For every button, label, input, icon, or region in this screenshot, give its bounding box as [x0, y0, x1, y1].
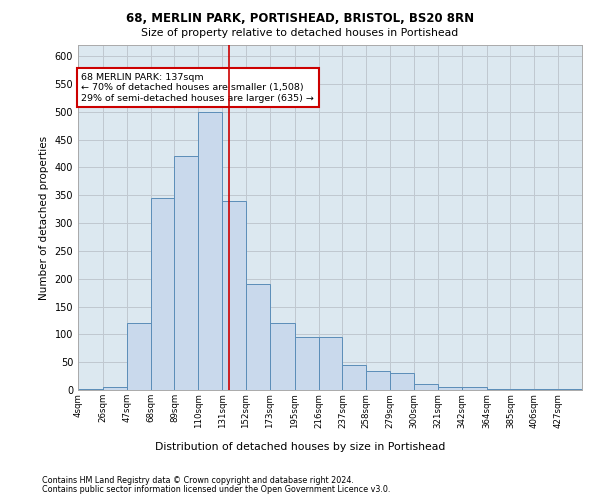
Bar — [487, 389, 511, 390]
Bar — [103, 387, 127, 390]
Bar — [199, 112, 222, 390]
Text: Contains HM Land Registry data © Crown copyright and database right 2024.: Contains HM Land Registry data © Crown c… — [42, 476, 354, 485]
Bar — [461, 387, 487, 390]
Bar — [127, 323, 151, 390]
Bar — [151, 198, 175, 390]
Bar — [367, 370, 390, 390]
Bar — [270, 323, 295, 390]
Bar — [222, 201, 246, 390]
Bar — [343, 365, 367, 390]
Y-axis label: Number of detached properties: Number of detached properties — [39, 136, 49, 300]
Bar — [295, 337, 319, 390]
Bar — [558, 389, 582, 390]
Text: Contains public sector information licensed under the Open Government Licence v3: Contains public sector information licen… — [42, 485, 391, 494]
Text: 68, MERLIN PARK, PORTISHEAD, BRISTOL, BS20 8RN: 68, MERLIN PARK, PORTISHEAD, BRISTOL, BS… — [126, 12, 474, 26]
Text: 68 MERLIN PARK: 137sqm
← 70% of detached houses are smaller (1,508)
29% of semi-: 68 MERLIN PARK: 137sqm ← 70% of detached… — [82, 73, 314, 102]
Text: Distribution of detached houses by size in Portishead: Distribution of detached houses by size … — [155, 442, 445, 452]
Bar — [414, 384, 438, 390]
Bar — [319, 337, 343, 390]
Bar — [78, 389, 103, 390]
Bar — [535, 389, 558, 390]
Bar — [175, 156, 199, 390]
Text: Size of property relative to detached houses in Portishead: Size of property relative to detached ho… — [142, 28, 458, 38]
Bar — [438, 387, 461, 390]
Bar — [511, 389, 535, 390]
Bar — [390, 374, 414, 390]
Bar — [246, 284, 270, 390]
